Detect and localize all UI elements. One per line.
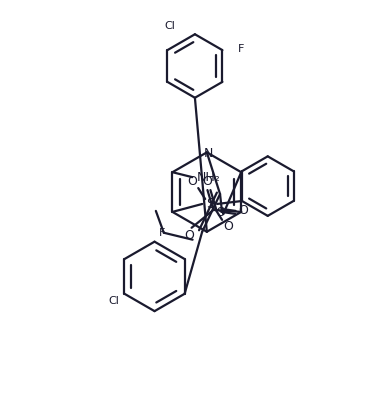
Text: O: O bbox=[223, 220, 233, 233]
Text: O: O bbox=[185, 229, 195, 242]
Text: Cl: Cl bbox=[164, 21, 175, 31]
Text: O: O bbox=[238, 205, 248, 217]
Text: O: O bbox=[202, 175, 212, 187]
Text: F: F bbox=[159, 228, 165, 238]
Text: Cl: Cl bbox=[108, 296, 119, 306]
Text: O: O bbox=[187, 175, 197, 187]
Text: S: S bbox=[206, 197, 215, 211]
Text: NH₂: NH₂ bbox=[196, 171, 220, 183]
Text: S: S bbox=[216, 207, 224, 219]
Text: N: N bbox=[204, 147, 213, 160]
Text: F: F bbox=[238, 44, 245, 54]
